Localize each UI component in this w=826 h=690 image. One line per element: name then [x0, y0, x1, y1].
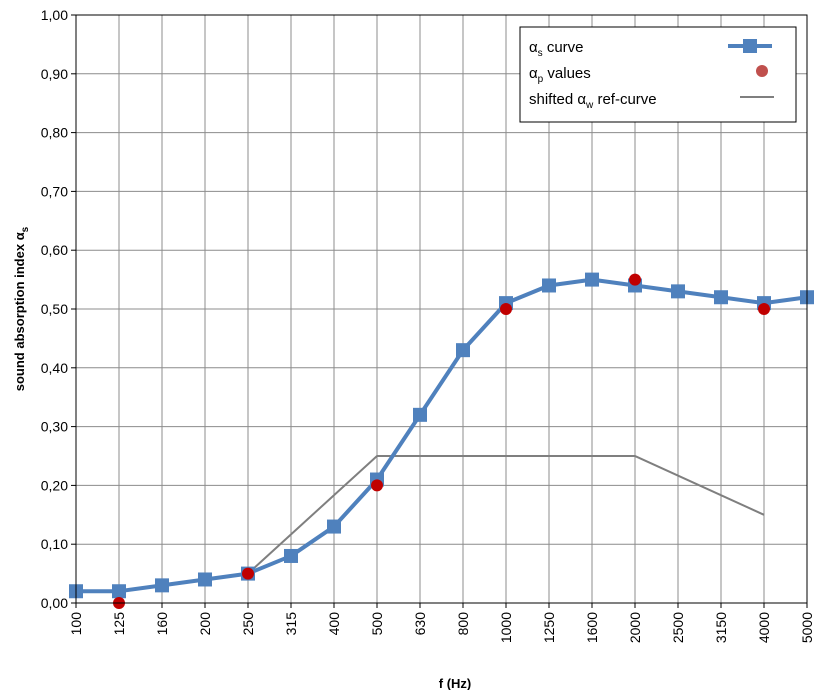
y-tick-label: 0,70 — [41, 183, 68, 199]
series-ap-value-point — [500, 303, 512, 315]
x-tick-label: 2500 — [670, 612, 686, 643]
series-as-curve-point — [112, 584, 126, 599]
series-as-curve-point — [198, 572, 212, 587]
series-ap-value-point — [371, 479, 383, 492]
series-as-curve-point — [327, 519, 341, 534]
y-tick-label: 0,90 — [41, 66, 68, 82]
y-tick-label: 0,30 — [41, 419, 68, 435]
x-tick-label: 5000 — [799, 612, 815, 643]
series-as-curve-point — [456, 343, 470, 358]
y-axis-title: sound absorption index αs — [12, 226, 31, 391]
series-as-curve-line — [76, 277, 808, 594]
legend-label-aw-ref-curve: shifted αw ref-curve — [529, 91, 657, 111]
series-ap-value-point — [758, 303, 770, 315]
x-tick-label: 2000 — [627, 612, 643, 643]
x-tick-label: 1250 — [541, 612, 557, 643]
x-tick-label: 125 — [111, 612, 127, 636]
y-tick-label: 0,10 — [41, 536, 68, 552]
x-axis-title: f (Hz) — [439, 676, 472, 690]
series-aw-ref-curve-line — [247, 455, 765, 575]
y-tick-label: 1,00 — [41, 7, 68, 23]
plot-series — [69, 272, 814, 609]
x-tick-label: 4000 — [756, 612, 772, 643]
x-tick-label: 315 — [283, 612, 299, 636]
x-axis-ticks: 100 125 160 200 250 315 400 500 630 800 1000 1250 16… — [68, 603, 815, 643]
y-axis-ticks: 0,00 0,10 0,20 0,30 0,40 0,50 0,60 0,70 0,80 0,90… — [41, 7, 76, 611]
series-as-curve-point — [155, 578, 169, 593]
series-ap-value-point — [629, 273, 641, 286]
legend: αs curve αp values shifted αw ref-curve — [519, 26, 797, 123]
plot-border — [75, 14, 808, 604]
legend-swatch-ap-values — [756, 65, 768, 77]
y-tick-label: 0,00 — [41, 595, 68, 611]
series-as-curve-point — [413, 407, 427, 422]
series-as-curve-point — [671, 284, 685, 299]
y-tick-label: 0,20 — [41, 477, 68, 493]
y-tick-label: 0,50 — [41, 301, 68, 317]
y-tick-label: 0,40 — [41, 360, 68, 376]
x-tick-label: 100 — [68, 612, 84, 636]
x-tick-label: 200 — [197, 612, 213, 636]
y-tick-label: 0,80 — [41, 125, 68, 141]
y-tick-label: 0,60 — [41, 242, 68, 258]
y-axis-title-sub: s — [20, 226, 31, 232]
x-tick-label: 1000 — [498, 612, 514, 643]
x-tick-label: 400 — [326, 612, 342, 636]
x-tick-label: 250 — [240, 612, 256, 636]
x-tick-label: 3150 — [713, 612, 729, 643]
x-tick-label: 1600 — [584, 612, 600, 643]
x-tick-label: 800 — [455, 612, 471, 636]
legend-label-as-curve: αs curve — [529, 39, 584, 59]
legend-label-ap-values: αp values — [529, 65, 591, 85]
series-as-curve-point — [714, 290, 728, 305]
x-tick-label: 630 — [412, 612, 428, 636]
legend-swatch-as-curve-marker — [743, 39, 757, 53]
series-ap-value-point — [242, 567, 254, 580]
x-tick-label: 500 — [369, 612, 385, 636]
x-tick-label: 160 — [154, 612, 170, 636]
series-as-curve-point — [542, 278, 556, 293]
y-axis-title-main: sound absorption index α — [12, 232, 27, 391]
series-as-curve-point — [284, 548, 298, 563]
series-as-curve-point — [585, 272, 599, 287]
